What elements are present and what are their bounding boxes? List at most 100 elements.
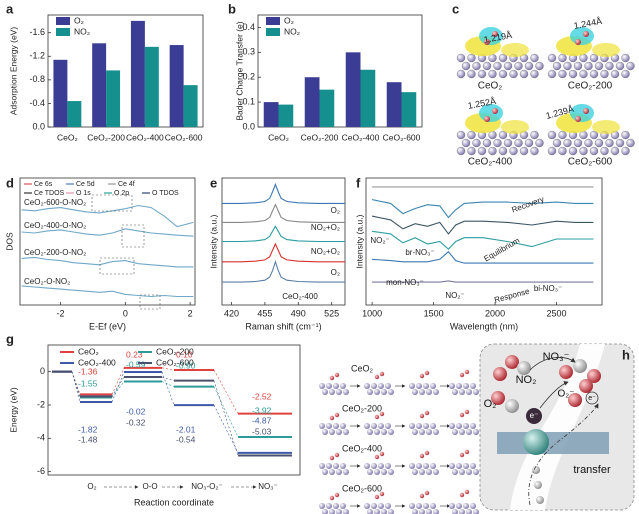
atom — [509, 69, 518, 79]
x-tick-label: 2 — [188, 308, 193, 318]
atom — [419, 413, 425, 419]
curve — [372, 250, 594, 264]
atom — [385, 423, 391, 429]
value-label: -0.32 — [126, 417, 146, 427]
legend-label: NO₂ — [74, 26, 90, 36]
step-label: O-O — [142, 482, 157, 491]
bond-length: 1.219Å — [483, 30, 513, 45]
atom — [584, 138, 593, 148]
structure-label: CeO₂-400 — [342, 443, 382, 453]
atom — [514, 61, 523, 71]
atom — [558, 130, 567, 140]
y-tick-label: 0.2 — [242, 72, 255, 82]
atom — [621, 53, 630, 63]
atom — [459, 412, 465, 418]
charge-density — [501, 120, 529, 134]
curve — [371, 199, 594, 219]
atom — [326, 423, 332, 429]
atom — [367, 389, 373, 395]
bar — [401, 92, 417, 127]
atom — [322, 509, 328, 514]
legend-label: O₂ — [284, 15, 294, 25]
atom — [505, 355, 519, 369]
atom — [552, 138, 562, 148]
atom — [374, 374, 380, 380]
annotation: NO₂⁻ — [370, 236, 389, 245]
schematic-label: NO₃⁻ — [543, 351, 570, 363]
atom — [464, 369, 470, 375]
atom — [583, 31, 589, 37]
step-label: O₂ — [87, 482, 96, 491]
bar — [183, 85, 198, 127]
atom — [334, 412, 340, 418]
atom — [333, 463, 339, 469]
y-axis-label: Adsorption Energy (eV) — [8, 27, 18, 116]
legend-label: Ce 6s — [34, 181, 53, 188]
atom — [340, 383, 346, 389]
atom — [456, 423, 462, 429]
value-label: -1.55 — [78, 378, 98, 388]
atom — [517, 361, 531, 375]
structure-label: CeO₂ — [351, 363, 374, 373]
atom — [579, 69, 588, 79]
annotation: Recovery — [510, 195, 545, 215]
bar — [263, 102, 279, 127]
atom — [419, 373, 425, 379]
atom — [559, 365, 573, 379]
atom — [594, 138, 604, 148]
atom — [412, 429, 418, 435]
atom — [381, 429, 387, 435]
atom — [492, 108, 498, 114]
atom — [459, 429, 465, 435]
y-tick-label: 0.4 — [242, 22, 255, 32]
bar — [360, 69, 376, 127]
legend-swatch — [56, 28, 70, 36]
x-tick-label: 1500 — [424, 308, 444, 318]
atom — [536, 496, 544, 504]
atom — [343, 389, 349, 395]
bar — [67, 101, 82, 127]
atom — [388, 469, 394, 475]
atom — [322, 389, 328, 395]
highlight-box — [139, 294, 161, 310]
x-tick-label: CeO₂-200 — [301, 132, 339, 142]
atom — [498, 69, 508, 79]
atom — [409, 423, 415, 429]
atom — [430, 383, 436, 389]
atom — [423, 383, 429, 389]
plot-frame — [47, 344, 301, 476]
connector — [161, 367, 175, 371]
atom — [563, 61, 572, 71]
bar — [92, 43, 107, 127]
atom — [334, 492, 340, 498]
y-tick-label: 0 — [40, 366, 45, 376]
atom — [484, 116, 490, 122]
x-tick-label: 0 — [123, 308, 128, 318]
curve — [21, 228, 194, 237]
atom — [433, 389, 439, 395]
charge-density — [501, 43, 529, 57]
atom — [329, 375, 335, 381]
x-tick-label: 525 — [324, 308, 339, 318]
atom — [493, 138, 502, 148]
panel-letter: h — [622, 347, 630, 362]
atom — [621, 69, 630, 79]
atom — [547, 146, 557, 156]
y-tick-label: -1.6 — [29, 27, 45, 37]
bar — [278, 104, 294, 127]
atom — [381, 469, 387, 475]
atom — [329, 389, 335, 395]
curve-label: NO₂+O₂ — [311, 247, 340, 256]
atom — [385, 503, 391, 509]
atom — [568, 146, 578, 156]
highlight-box — [99, 257, 135, 275]
x-tick-label: CeO₂-600 — [165, 132, 203, 142]
annotation: Response — [493, 286, 531, 304]
value-label: -0.02 — [126, 406, 146, 416]
atom — [319, 463, 325, 469]
curve — [371, 215, 594, 235]
bar — [386, 82, 402, 127]
atom — [430, 503, 436, 509]
atom — [336, 389, 342, 395]
electron — [585, 391, 599, 405]
